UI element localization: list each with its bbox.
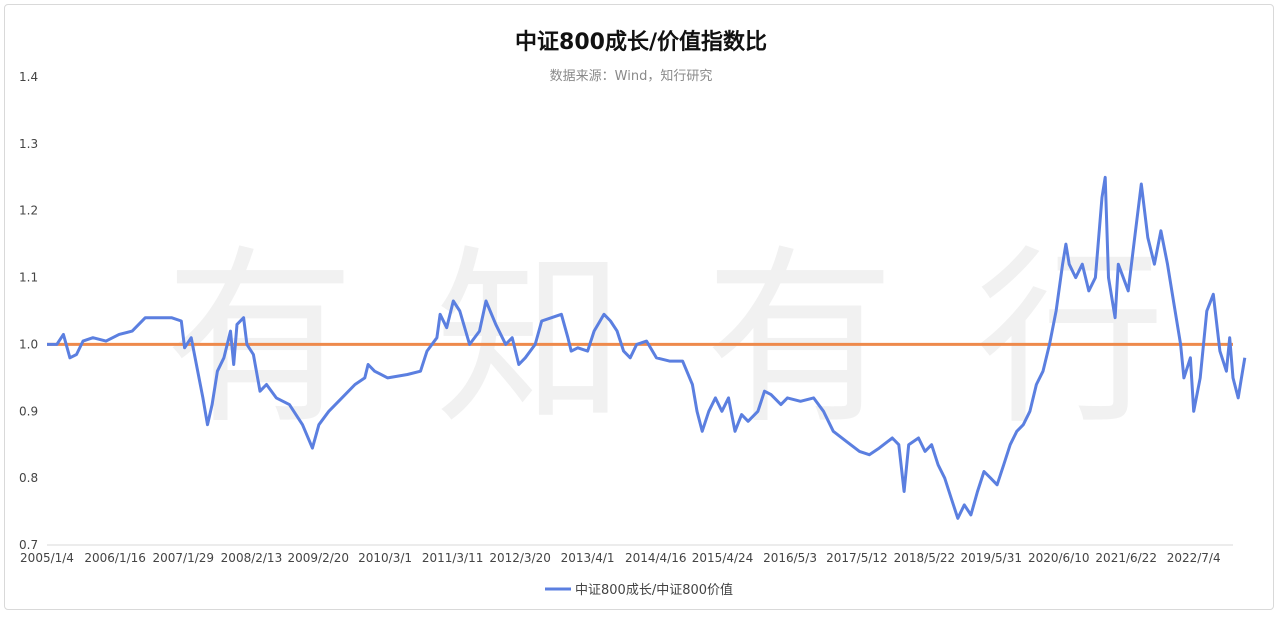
x-tick-label: 2005/1/4	[20, 551, 74, 565]
x-tick-label: 2018/5/22	[894, 551, 956, 565]
x-axis-ticks: 2005/1/4 2006/1/16 2007/1/29 2008/2/13 2009/…	[20, 551, 1221, 565]
y-tick-label: 1.1	[19, 271, 38, 285]
x-tick-label: 2022/7/4	[1167, 551, 1221, 565]
legend-label: 中证800成长/中证800价值	[575, 582, 733, 598]
y-axis-ticks: 1.4 1.3 1.2 1.1 1.0 0.9 0.8 0.7	[19, 70, 38, 552]
chart-frame: 有知有行 中证800成长/价值指数比 数据来源：Wind，知行研究 1.4 1.3…	[4, 4, 1274, 610]
y-tick-label: 0.7	[19, 538, 38, 552]
y-tick-label: 1.4	[19, 70, 38, 84]
x-tick-label: 2006/1/16	[84, 551, 146, 565]
x-tick-label: 2013/4/1	[561, 551, 615, 565]
x-tick-label: 2021/6/22	[1095, 551, 1157, 565]
x-tick-label: 2015/4/24	[692, 551, 754, 565]
y-tick-label: 1.2	[19, 204, 38, 218]
watermark: 有知有行	[165, 229, 1165, 450]
y-tick-label: 1.3	[19, 137, 38, 151]
legend: 中证800成长/中证800价值	[545, 582, 733, 598]
x-tick-label: 2014/4/16	[625, 551, 687, 565]
x-tick-label: 2008/2/13	[221, 551, 283, 565]
chart: 有知有行 中证800成长/价值指数比 数据来源：Wind，知行研究 1.4 1.3…	[19, 29, 1247, 598]
series-line	[47, 175, 1247, 520]
y-tick-label: 0.8	[19, 471, 38, 485]
y-tick-label: 1.0	[19, 337, 38, 351]
chart-subtitle: 数据来源：Wind，知行研究	[550, 68, 713, 84]
x-tick-label: 2017/5/12	[826, 551, 888, 565]
x-tick-label: 2012/3/20	[489, 551, 551, 565]
y-tick-label: 0.9	[19, 404, 38, 418]
x-tick-label: 2011/3/11	[422, 551, 484, 565]
x-tick-label: 2010/3/1	[358, 551, 412, 565]
x-tick-label: 2009/2/20	[288, 551, 350, 565]
x-tick-label: 2007/1/29	[153, 551, 215, 565]
x-tick-label: 2020/6/10	[1028, 551, 1090, 565]
x-tick-label: 2016/5/3	[763, 551, 817, 565]
chart-title: 中证800成长/价值指数比	[515, 29, 767, 55]
x-tick-label: 2019/5/31	[960, 551, 1022, 565]
